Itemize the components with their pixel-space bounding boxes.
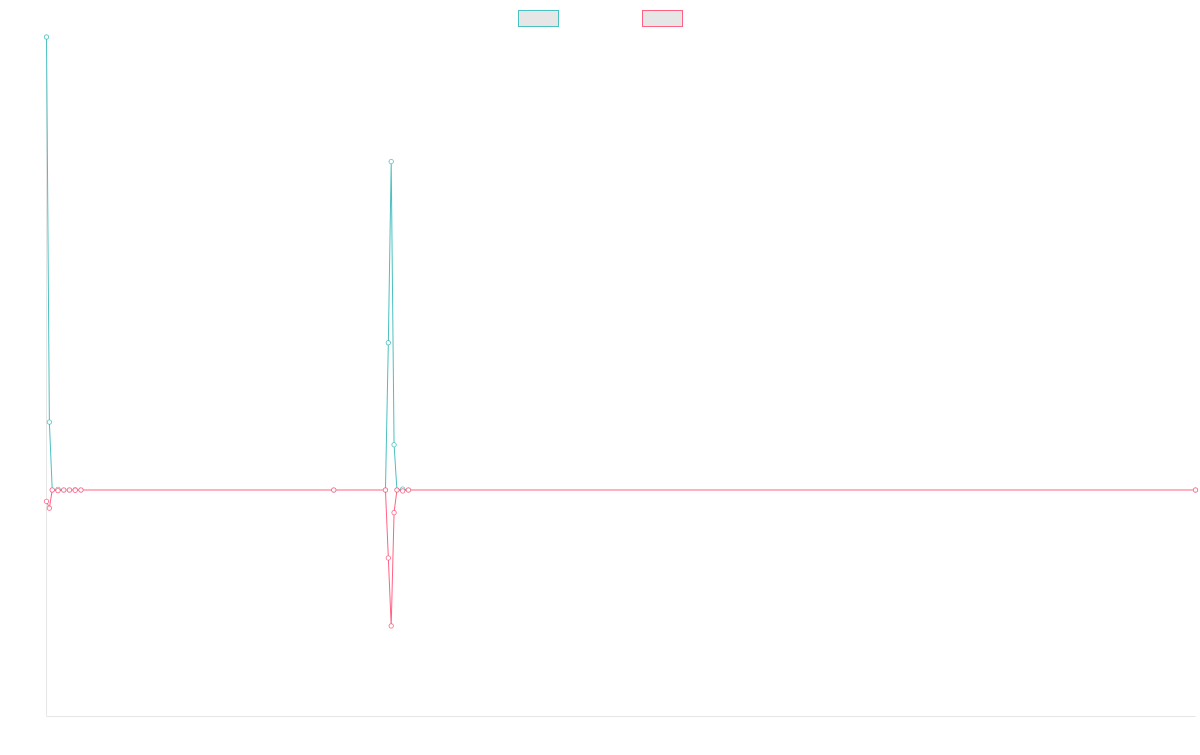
series-line-1	[46, 36, 1196, 491]
data-point[interactable]	[382, 487, 389, 493]
data-point[interactable]	[1192, 487, 1199, 493]
data-point[interactable]	[46, 419, 52, 425]
axes	[46, 37, 1196, 717]
data-point[interactable]	[66, 487, 73, 493]
legend-item-1[interactable]	[518, 10, 559, 27]
data-point[interactable]	[46, 505, 52, 511]
data-point[interactable]	[49, 487, 55, 493]
data-point[interactable]	[391, 442, 397, 448]
data-point[interactable]	[405, 487, 412, 493]
data-point[interactable]	[385, 555, 391, 561]
data-point[interactable]	[391, 510, 397, 516]
data-point[interactable]	[55, 488, 61, 494]
legend-item-2[interactable]	[642, 10, 683, 27]
data-point[interactable]	[388, 158, 394, 165]
legend-swatch	[518, 10, 559, 27]
data-point[interactable]	[43, 498, 50, 504]
data-point[interactable]	[78, 487, 84, 493]
data-point[interactable]	[61, 487, 67, 493]
data-point[interactable]	[331, 487, 337, 493]
legend-swatch	[642, 10, 683, 27]
data-point[interactable]	[388, 623, 394, 629]
series-line-2	[46, 489, 1196, 627]
legend[interactable]	[518, 10, 683, 27]
data-point[interactable]	[385, 340, 391, 346]
data-point[interactable]	[72, 487, 78, 493]
data-point[interactable]	[43, 34, 50, 40]
series-lines	[43, 34, 1199, 629]
data-point[interactable]	[400, 488, 406, 494]
data-point[interactable]	[394, 487, 400, 493]
